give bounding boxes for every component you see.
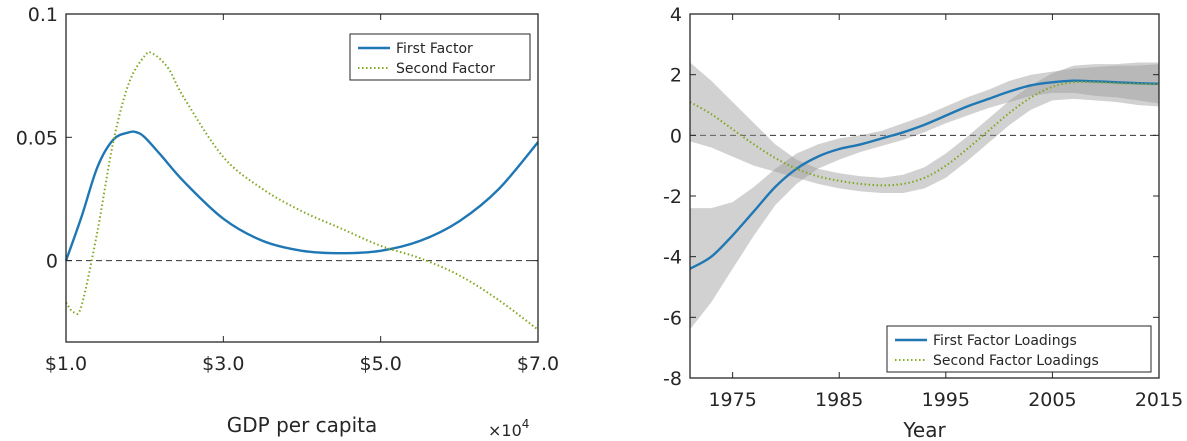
right-x-tick-label: 1995	[922, 389, 970, 411]
right-confidence-band-2	[690, 62, 1159, 193]
left-y-tick-label: 0	[46, 251, 58, 273]
right-x-tick-label: 1985	[815, 389, 863, 411]
right-y-tick-label: 4	[670, 4, 682, 26]
right-legend-label-1: First Factor Loadings	[933, 333, 1077, 349]
right-x-tick-label: 2005	[1028, 389, 1076, 411]
left-x-axis-label: GDP per capita	[227, 413, 378, 437]
left-panel: $1.0 $3.0 $5.0 $7.000.050.1 GDP per capita …	[16, 4, 559, 440]
right-legend-label-2: Second Factor Loadings	[933, 353, 1099, 369]
right-series-line-2	[689, 80, 1160, 187]
right-confidence-band-1	[690, 64, 1159, 330]
left-x-tick-label: $3.0	[202, 353, 244, 375]
right-series-line-1	[689, 79, 1160, 270]
right-legend-box	[886, 325, 1152, 373]
right-y-tick-label: -2	[663, 186, 682, 208]
right-y-tick-label: 2	[670, 65, 682, 87]
right-x-axis-label: Year	[902, 418, 946, 441]
right-y-tick-label: -4	[663, 247, 682, 269]
left-legend-label-1: First Factor	[396, 41, 473, 57]
left-y-tick-label: 0.1	[28, 4, 58, 26]
right-y-tick-label: -8	[663, 368, 682, 390]
left-plot-frame	[65, 13, 539, 343]
left-x-tick-label: $5.0	[360, 353, 402, 375]
left-legend-box	[349, 33, 531, 81]
left-x-tick-label: $1.0	[45, 353, 87, 375]
right-y-tick-label: 0	[670, 125, 682, 147]
left-legend-label-2: Second Factor	[396, 61, 495, 77]
right-x-tick-label: 2015	[1135, 389, 1183, 411]
left-legend: First Factor Second Factor	[349, 33, 531, 81]
left-series-line-2	[65, 51, 539, 331]
left-x-exponent-label: ×104	[488, 417, 529, 440]
right-panel: 1975 1985 1995 2005 2015 -8 -6 -4 -2 0 2 4 Year Fir…	[663, 4, 1183, 441]
left-x-tick-label: $7.0	[517, 353, 559, 375]
right-x-tick-label: 1975	[708, 389, 756, 411]
left-series-line-1	[64, 130, 539, 261]
right-legend: First Factor Loadings Second Factor Loadi…	[886, 325, 1152, 373]
right-y-tick-label: -6	[663, 307, 682, 329]
left-y-tick-label: 0.05	[16, 127, 58, 149]
